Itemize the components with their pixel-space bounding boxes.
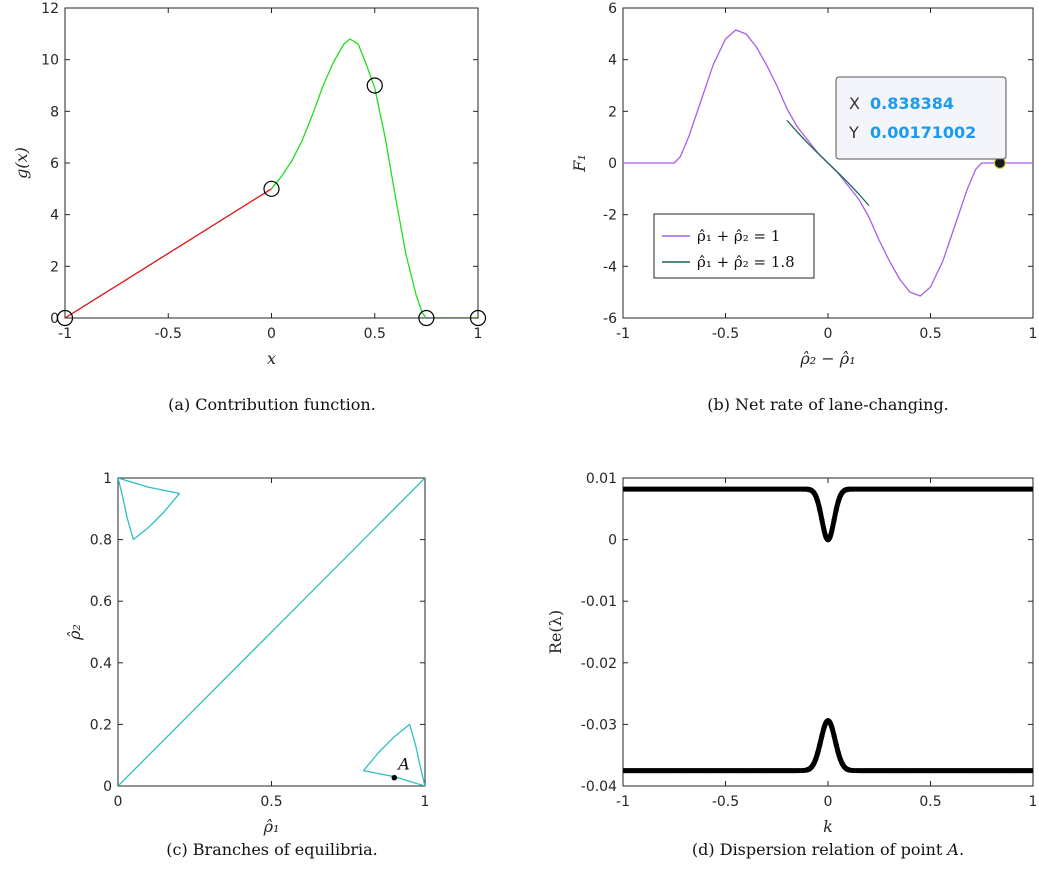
caption: (c) Branches of equilibria. [166, 840, 377, 859]
x-tick-label: 0.5 [364, 326, 386, 342]
x-axis-label: ρ̂₂ − ρ̂₁ [799, 349, 855, 368]
y-tick-label: -0.04 [581, 779, 617, 795]
y-axis-label: F₁ [570, 154, 589, 173]
x-tick-label: 0.5 [919, 794, 941, 810]
datatip-y-value: 0.00171002 [870, 123, 976, 142]
y-tick-label: 0 [50, 311, 59, 327]
y-axis-label: Re(λ) [546, 610, 565, 654]
chart-b: -1 -0.5 0 0.5 1 -6 -4 -2 0 2 4 6 ρ̂₂ − ρ̂₁ F₁ (b) Net … [570, 1, 1037, 414]
x-tick-label: -0.5 [712, 794, 739, 810]
legend-label-0: ρ̂₁ + ρ̂₂ = 1 [697, 227, 780, 245]
y-tick-label: 8 [50, 104, 59, 120]
plot-area [623, 29, 1033, 297]
marker-circle [263, 180, 280, 197]
series-line-1 [118, 478, 181, 541]
chart-c: 0 0.5 1 0 0.2 0.4 0.6 0.8 1 ρ̂₁ ρ̂₂ (c) Branches of… [65, 471, 429, 859]
x-tick-label: 0 [824, 326, 833, 342]
x-tick-label: -0.5 [712, 326, 739, 342]
y-tick-label: 0.6 [90, 594, 112, 610]
series-line-0 [65, 188, 272, 318]
y-tick-label: -0.02 [581, 656, 617, 672]
legend-box [653, 213, 815, 279]
x-tick-label: 0 [267, 326, 276, 342]
x-tick-label: 1 [1029, 794, 1038, 810]
caption-italic: A [945, 840, 959, 859]
series-line-2 [362, 723, 425, 786]
x-tick-label: 0.5 [260, 794, 282, 810]
scatter-point [1030, 768, 1033, 774]
x-tick-label: 0.5 [919, 326, 941, 342]
y-tick-label: 4 [608, 53, 617, 69]
x-tick-label: 1 [1029, 326, 1038, 342]
caption-end: . [959, 840, 964, 859]
series-line-1 [270, 38, 427, 318]
datatip-x-key: X [849, 94, 860, 113]
x-tick-label: -1 [616, 326, 630, 342]
y-tick-label: 12 [41, 1, 59, 17]
y-tick-label: 0.8 [90, 533, 112, 549]
y-tick-label: 1 [103, 471, 112, 487]
caption: (a) Contribution function. [168, 395, 376, 414]
datatip-y-key: Y [848, 123, 859, 142]
axes-box [622, 477, 1034, 787]
plot-area [623, 486, 1033, 774]
y-tick-label: 0.2 [90, 717, 112, 733]
caption-text: (d) Dispersion relation of point [692, 840, 947, 859]
y-tick-label: 2 [50, 259, 59, 275]
scatter-point [1030, 486, 1033, 492]
series-line-1 [786, 119, 870, 207]
x-tick-label: 0 [114, 794, 123, 810]
chart-d: -1 -0.5 0 0.5 1 -0.04 -0.03 -0.02 -0.01 0 0.01 k Re(… [546, 471, 1037, 859]
plot-area [65, 38, 478, 318]
caption: (d) Dispersion relation of point A. [692, 840, 964, 859]
datatip-box [835, 76, 1007, 160]
y-tick-label: -0.03 [581, 717, 617, 733]
point-a-marker [391, 774, 398, 781]
y-tick-label: 6 [608, 1, 617, 17]
marker-circle [56, 309, 74, 327]
scatter-points [623, 486, 1033, 774]
axes-box [64, 7, 479, 319]
x-tick-label: -1 [58, 326, 72, 342]
y-tick-label: 6 [50, 156, 59, 172]
y-tick-label: 0.01 [586, 471, 617, 487]
x-axis-label: ρ̂₁ [263, 817, 280, 836]
x-axis-label: x [267, 349, 276, 368]
y-axis-label: ρ̂₂ [65, 624, 84, 641]
y-tick-label: 0 [103, 779, 112, 795]
scatter-point [845, 767, 852, 773]
legend-label-1: ρ̂₁ + ρ̂₂ = 1.8 [697, 253, 795, 271]
y-tick-label: -0.01 [581, 594, 617, 610]
x-tick-label: -1 [616, 794, 630, 810]
y-tick-label: 4 [50, 208, 59, 224]
point-a-label: A [396, 755, 410, 774]
datatip-x-value: 0.838384 [870, 94, 954, 113]
y-tick-label: 0 [608, 533, 617, 549]
y-tick-label: -6 [603, 311, 617, 327]
scatter-point [845, 486, 852, 492]
x-axis-label: k [823, 817, 833, 836]
y-tick-label: -4 [603, 259, 617, 275]
x-tick-label: 0 [824, 794, 833, 810]
x-tick-label: -0.5 [155, 326, 182, 342]
series-line-0 [118, 478, 425, 786]
y-tick-label: 2 [608, 104, 617, 120]
y-tick-label: -2 [603, 208, 617, 224]
y-tick-label: 0.4 [90, 656, 112, 672]
y-axis-label: g(x) [12, 147, 31, 179]
marker-circle [469, 309, 487, 327]
marker-circle [418, 309, 435, 327]
x-tick-label: 1 [421, 794, 430, 810]
plot-area [118, 478, 425, 786]
x-tick-label: 1 [474, 326, 483, 342]
marker-circle [366, 77, 383, 94]
y-tick-label: 0 [608, 156, 617, 172]
y-tick-label: 10 [41, 53, 59, 69]
caption: (b) Net rate of lane-changing. [707, 395, 949, 414]
